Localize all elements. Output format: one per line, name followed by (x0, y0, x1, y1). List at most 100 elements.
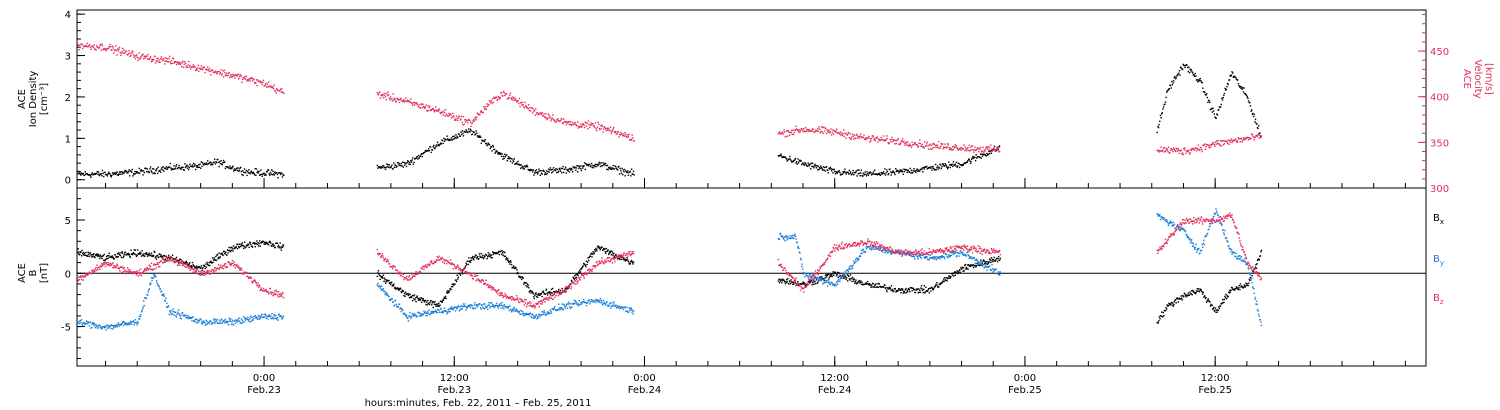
velocity-point (994, 150, 996, 152)
bx-point (579, 269, 581, 271)
bx-point (578, 271, 580, 273)
bx-point (1247, 284, 1249, 287)
bx-point (1189, 291, 1191, 293)
density-point (464, 131, 467, 133)
velocity-point (183, 63, 185, 65)
bx-point (80, 255, 83, 257)
bx-point (904, 289, 907, 291)
bx-point (897, 289, 899, 291)
bx-point (945, 279, 947, 282)
by-point (851, 265, 853, 268)
velocity-point (137, 57, 140, 59)
bx-point (215, 255, 217, 258)
velocity-point (595, 128, 597, 130)
bx-point (486, 258, 488, 260)
bx-point (934, 286, 936, 288)
bx-point (853, 278, 856, 280)
density-point (250, 170, 253, 172)
velocity-point (382, 93, 384, 95)
density-point (180, 168, 182, 170)
velocity-point (237, 73, 239, 76)
bx-point (1226, 295, 1228, 297)
bx-point (999, 259, 1001, 261)
velocity-point (377, 93, 380, 96)
velocity-point (163, 57, 165, 60)
by-point (544, 312, 546, 314)
velocity-point (108, 47, 110, 49)
bx-point (394, 286, 396, 288)
bx-point (489, 255, 492, 257)
bx-point (237, 245, 240, 248)
by-point (460, 307, 462, 310)
velocity-point (393, 97, 396, 99)
by-point (808, 275, 811, 277)
by-point (456, 307, 458, 309)
density-point (480, 136, 482, 138)
velocity-point (264, 85, 266, 87)
by-point (820, 280, 822, 282)
velocity-point (949, 147, 951, 149)
by-point (239, 320, 241, 322)
velocity-point (985, 148, 987, 150)
density-point (137, 172, 140, 174)
by-point (408, 315, 411, 317)
bx-point (849, 274, 852, 276)
velocity-point (125, 50, 128, 52)
bx-point (1239, 283, 1242, 285)
bx-point (80, 251, 82, 253)
velocity-point (1171, 149, 1174, 151)
velocity-point (189, 68, 192, 70)
bx-point (527, 284, 529, 287)
bx-point (1227, 295, 1229, 298)
bx-point (1193, 290, 1195, 292)
velocity-point (523, 107, 526, 109)
velocity-point (1235, 138, 1237, 140)
density-point (532, 171, 534, 173)
by-point (563, 304, 565, 306)
by-point (836, 280, 838, 283)
velocity-point (615, 130, 617, 133)
bx-point (802, 281, 804, 283)
by-point (528, 314, 530, 316)
bx-point (232, 245, 235, 247)
by-point (834, 283, 837, 286)
velocity-point (1237, 141, 1239, 143)
velocity-point (887, 142, 889, 144)
by-point (261, 313, 263, 316)
density-point (192, 166, 194, 168)
bx-point (443, 298, 445, 300)
velocity-point (1244, 137, 1247, 139)
density-point (478, 135, 480, 137)
bx-point (824, 274, 827, 276)
by-point (469, 307, 472, 309)
by-point (512, 309, 514, 311)
by-point (573, 302, 575, 304)
bx-point (77, 248, 79, 250)
by-point (204, 321, 206, 323)
velocity-point (223, 69, 225, 71)
bx-point (591, 256, 593, 258)
bx-point (600, 247, 603, 249)
bx-point (451, 283, 453, 285)
density-point (865, 173, 867, 175)
density-point (82, 172, 85, 175)
bx-point (535, 292, 537, 294)
bx-point (992, 260, 994, 263)
velocity-point (457, 117, 460, 119)
by-point (431, 312, 433, 314)
velocity-point (1175, 147, 1177, 150)
by-point (525, 313, 527, 315)
density-point (232, 165, 234, 167)
bx-point (271, 245, 273, 247)
density-point (519, 164, 521, 166)
velocity-point (503, 92, 505, 94)
density-point (188, 166, 190, 169)
velocity-point (940, 142, 942, 145)
bx-point (858, 279, 861, 282)
bx-point (936, 285, 939, 287)
velocity-point (207, 66, 209, 68)
bx-point (454, 283, 456, 285)
bx-point (1174, 299, 1177, 301)
by-point (413, 315, 416, 317)
bx-point (919, 291, 922, 293)
